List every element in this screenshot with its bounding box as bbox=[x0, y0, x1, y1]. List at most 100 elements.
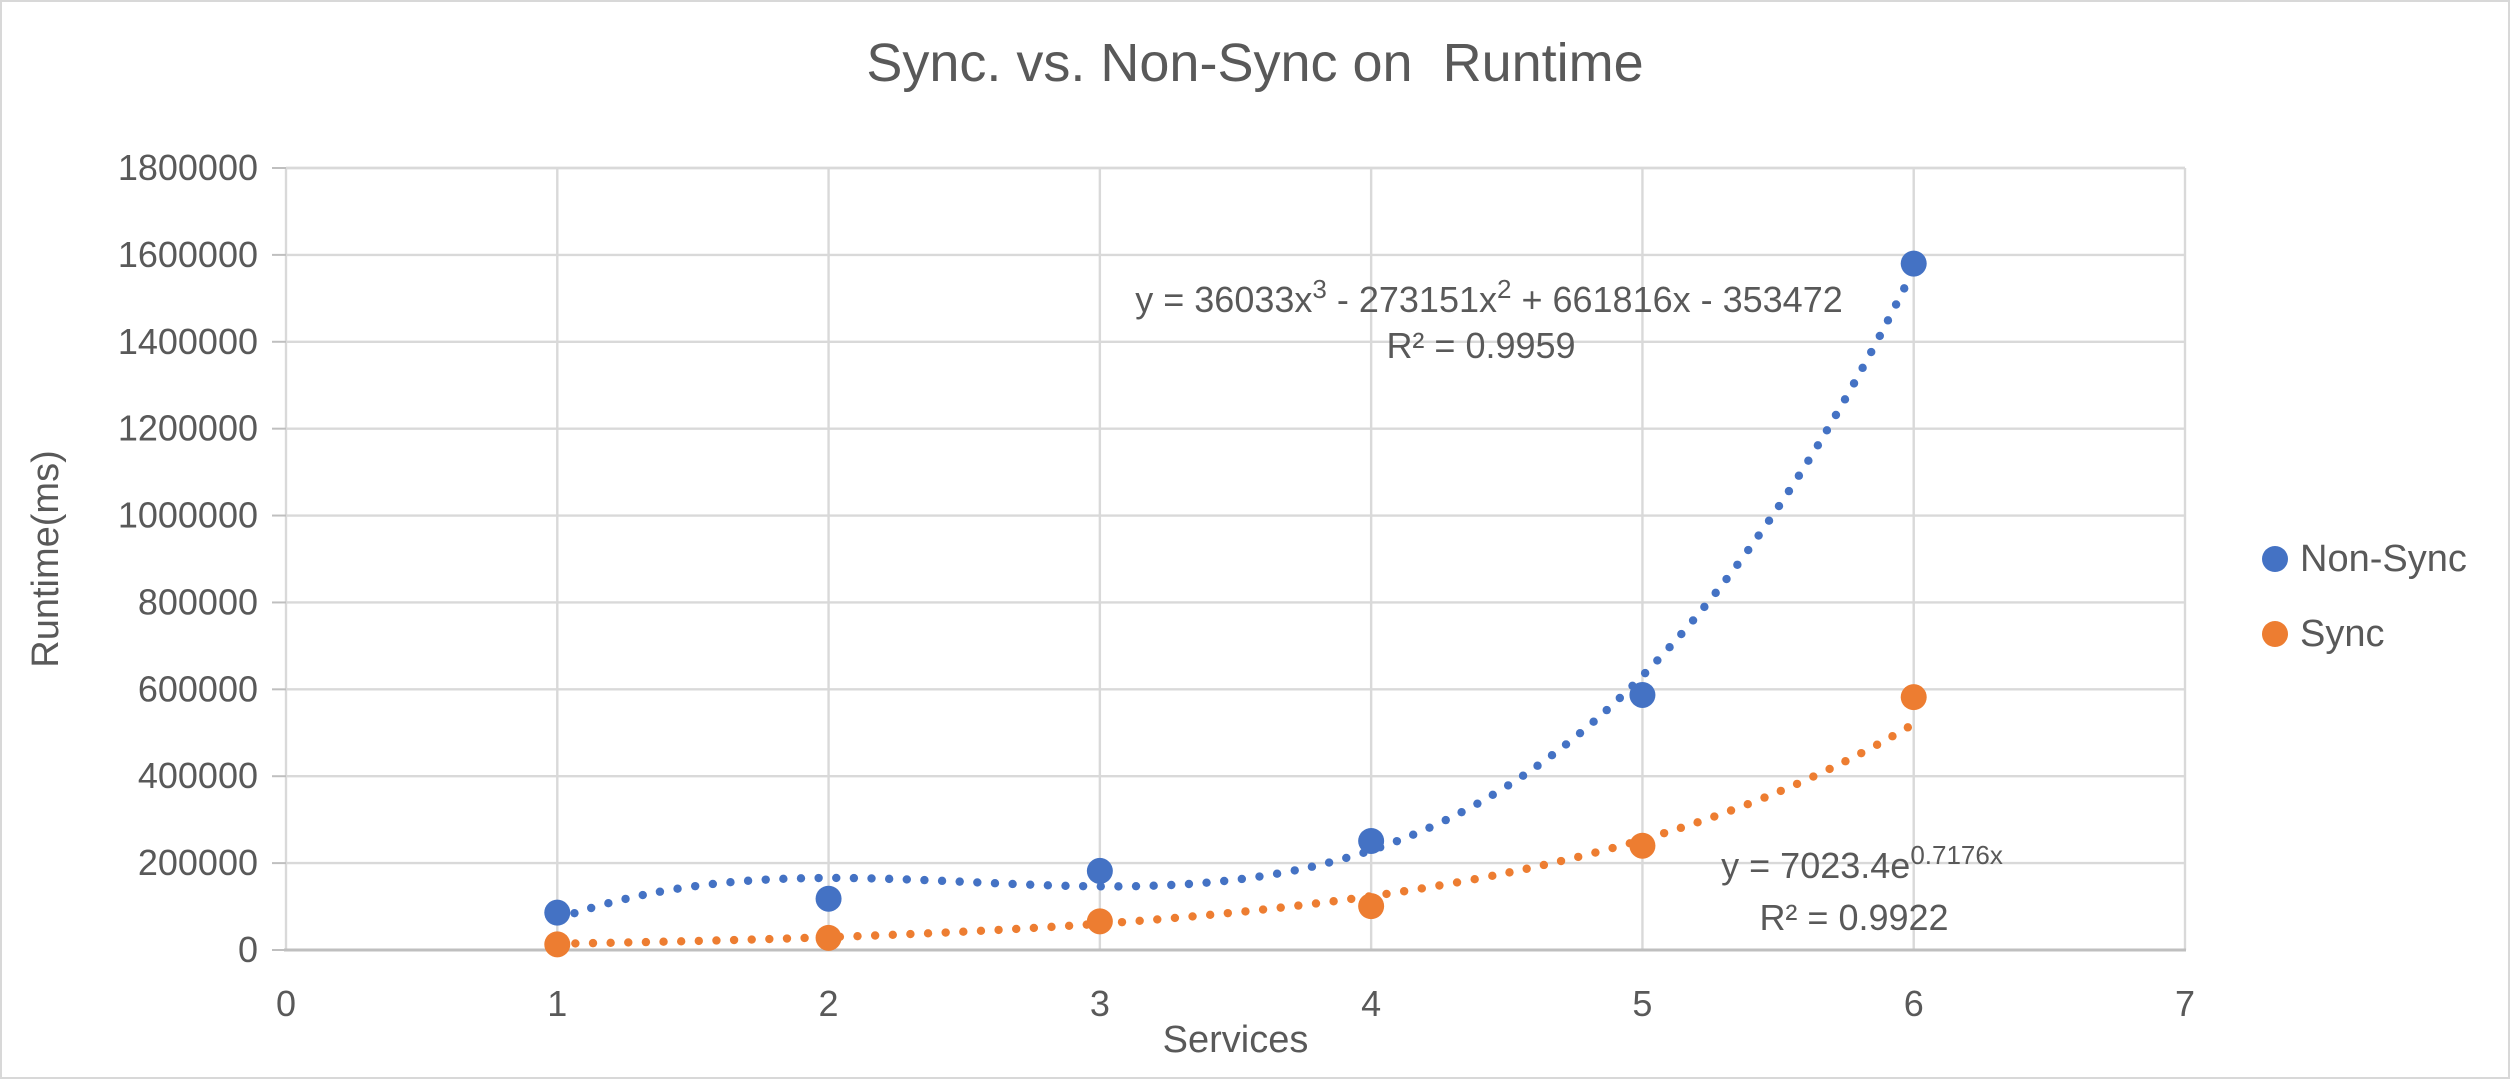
trendline-dot bbox=[1602, 705, 1611, 715]
trendline-dot bbox=[1764, 516, 1774, 525]
trendline-dot bbox=[1693, 818, 1702, 827]
trendline-dot bbox=[1008, 879, 1017, 889]
trendline-dot bbox=[1533, 761, 1542, 770]
trendline-dot bbox=[1470, 875, 1479, 884]
legend: Non-Sync Sync bbox=[2262, 536, 2467, 657]
trendline-dot bbox=[1047, 922, 1056, 932]
trendline-dot bbox=[1117, 917, 1127, 927]
trendline-dot bbox=[1131, 881, 1141, 891]
trendline-dot bbox=[1608, 843, 1617, 853]
trendline-dot bbox=[1518, 771, 1528, 780]
trendline-dot bbox=[990, 879, 1000, 888]
y-tick-label: 1600000 bbox=[118, 234, 258, 275]
trendline-dot bbox=[1311, 899, 1321, 908]
trendline-dot bbox=[1867, 347, 1876, 357]
legend-item-sync: Sync bbox=[2262, 611, 2467, 657]
trendline-dot bbox=[1488, 790, 1497, 800]
trendline-dot bbox=[1342, 853, 1351, 863]
trendline-dot bbox=[1813, 441, 1823, 450]
trendline-dot bbox=[1726, 806, 1736, 815]
trendline-dot bbox=[1347, 894, 1356, 904]
trendline-dot bbox=[1825, 764, 1834, 774]
data-point-non-sync bbox=[544, 899, 571, 926]
trendline-dot bbox=[761, 875, 770, 884]
trendline-r2: R² = 0.9959 bbox=[1386, 325, 1575, 366]
trendline-dot bbox=[1776, 786, 1785, 796]
y-tick-label: 600000 bbox=[138, 668, 258, 709]
trendline-dot bbox=[973, 878, 982, 887]
trendline-dot bbox=[1539, 860, 1549, 870]
trendline-dot bbox=[659, 937, 668, 946]
trendline-dot bbox=[1840, 395, 1850, 404]
trendline-dot bbox=[920, 875, 929, 885]
data-point-sync bbox=[815, 924, 842, 951]
trendline-dot bbox=[1503, 781, 1513, 790]
trendline-dot bbox=[867, 874, 876, 883]
trendline-dot bbox=[570, 908, 579, 918]
trendline-dot bbox=[604, 898, 613, 908]
trendline-dot bbox=[1858, 363, 1867, 373]
trendline-dot bbox=[708, 879, 718, 889]
x-axis-title: Services bbox=[1163, 1019, 1309, 1061]
y-tick-label: 1000000 bbox=[118, 495, 258, 536]
trendline-dot bbox=[712, 936, 721, 945]
trendline-equation: y = 7023.4e0.7176x bbox=[1721, 840, 2003, 886]
series-non-sync bbox=[544, 250, 1927, 926]
trendline-dot bbox=[1452, 878, 1462, 887]
trendline-dot bbox=[1473, 799, 1482, 808]
trendline-dot bbox=[1012, 924, 1021, 934]
x-tick-labels: 0 1 2 3 4 5 6 7 bbox=[276, 983, 2195, 1024]
data-point-sync bbox=[1900, 684, 1927, 711]
trendline-dot bbox=[638, 890, 647, 900]
trendline-dot bbox=[1425, 823, 1434, 832]
legend-label: Sync bbox=[2300, 613, 2385, 655]
trendline-dot bbox=[1792, 779, 1802, 789]
trendline-dot bbox=[779, 874, 788, 884]
trendline-dot bbox=[1883, 316, 1893, 325]
trendline-dot bbox=[1382, 889, 1391, 899]
trendline-dot bbox=[1711, 588, 1720, 598]
trendline-dot bbox=[1329, 897, 1338, 906]
trendline-dot bbox=[923, 929, 933, 938]
y-axis-ticks bbox=[272, 167, 286, 951]
trendline-dot bbox=[976, 926, 986, 936]
trendline-dot bbox=[1659, 828, 1669, 838]
data-point-non-sync bbox=[1358, 827, 1385, 854]
trendline-dot bbox=[782, 934, 792, 943]
trendline-dot bbox=[1743, 800, 1752, 809]
y-tick-label: 0 bbox=[238, 929, 258, 970]
trendline-dot bbox=[955, 877, 964, 886]
trendline-dot bbox=[1875, 331, 1885, 341]
trendline-dot bbox=[1272, 869, 1282, 878]
trendline-dot bbox=[1615, 693, 1625, 703]
trendline-label-non-sync: y = 36033x3 - 273151x2 + 661816x - 35347… bbox=[1135, 274, 1842, 366]
trendline-dot bbox=[1435, 881, 1444, 890]
trendline-dot bbox=[870, 931, 880, 940]
x-tick-label: 1 bbox=[547, 983, 567, 1024]
trendline-dot bbox=[1276, 903, 1285, 912]
trendline-dot bbox=[1849, 379, 1859, 388]
trendline-dot bbox=[906, 929, 915, 939]
trendline-dot bbox=[765, 934, 774, 944]
trendline-dot bbox=[1167, 880, 1176, 890]
trendline-dot bbox=[726, 877, 735, 887]
trendline-dot bbox=[796, 874, 806, 883]
trendline-dot bbox=[1784, 486, 1794, 496]
trendline-dot bbox=[1219, 876, 1229, 886]
trendline-dot bbox=[1676, 823, 1686, 833]
trendline-equation: y = 36033x3 - 273151x2 + 661816x - 35347… bbox=[1135, 274, 1842, 320]
trendline-dot bbox=[1043, 881, 1053, 890]
x-tick-label: 0 bbox=[276, 983, 296, 1024]
y-tick-label: 1400000 bbox=[118, 321, 258, 362]
trendline-dot bbox=[1205, 910, 1215, 920]
trendline-dot bbox=[1744, 545, 1753, 555]
series-sync bbox=[544, 684, 1927, 958]
trendline-dot bbox=[1505, 868, 1514, 877]
trendline-dot bbox=[1774, 501, 1784, 511]
trendline-dot bbox=[1831, 410, 1841, 420]
trendline-dot bbox=[1457, 807, 1466, 817]
trendline-dot bbox=[606, 938, 615, 947]
trendline-dot bbox=[571, 939, 580, 948]
trendline-dot bbox=[1399, 887, 1409, 896]
